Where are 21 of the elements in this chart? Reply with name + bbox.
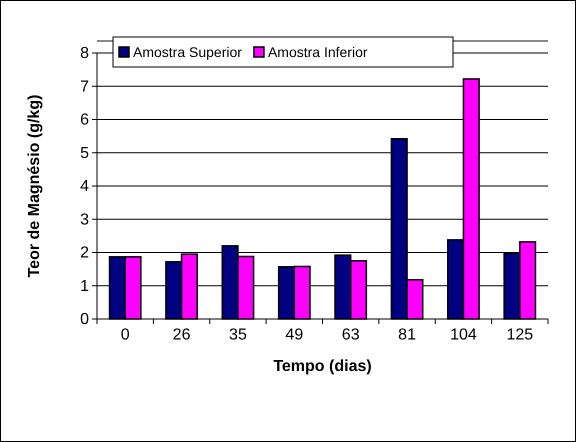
y-tick-label: 4	[80, 178, 90, 196]
y-tick-label: 6	[80, 112, 90, 129]
x-tick-label: 125	[506, 326, 534, 344]
x-tick-label: 104	[450, 326, 477, 344]
x-tick-label: 26	[172, 326, 191, 344]
y-tick-label: 3	[80, 211, 90, 228]
x-tick-label: 81	[398, 326, 416, 344]
x-tick-label: 63	[342, 326, 360, 344]
y-tick-label: 5	[80, 144, 90, 162]
legend-label: Amostra Inferior	[268, 44, 368, 60]
y-tick-label: 1	[80, 278, 90, 295]
x-tick-label: 35	[229, 326, 247, 344]
y-tick-label: 8	[80, 45, 90, 62]
y-axis-title: Teor de Magnésio (g/kg)	[26, 94, 43, 278]
y-tick-label: 2	[80, 244, 90, 262]
x-tick-label: 0	[120, 326, 130, 344]
x-axis-title: Tempo (dias)	[273, 358, 372, 375]
y-tick-label: 0	[80, 311, 90, 328]
legend-label: Amostra Superior	[133, 44, 242, 60]
y-tick-label: 7	[80, 78, 90, 96]
x-tick-label: 49	[285, 326, 304, 344]
